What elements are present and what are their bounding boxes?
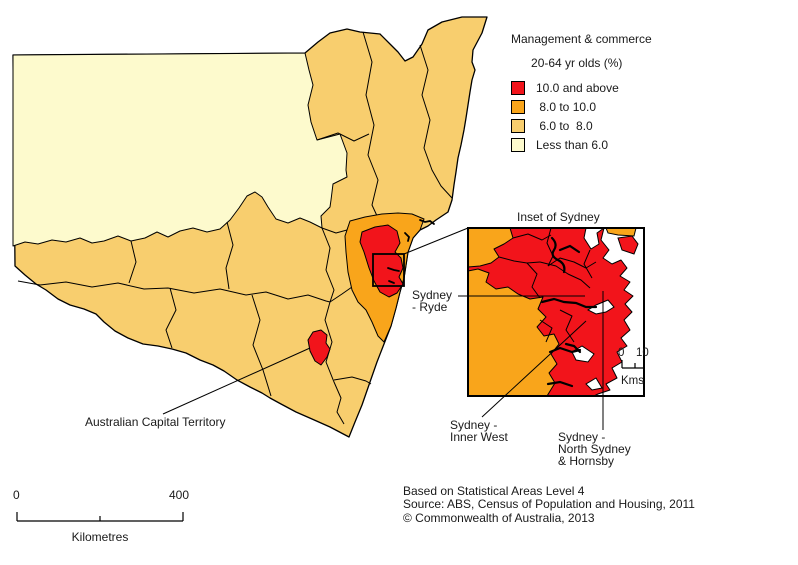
region-far-west-pale (12, 52, 348, 247)
inset-orange-northwest (468, 228, 514, 268)
legend-swatch-tan (511, 118, 525, 133)
legend-label-tan: 6.0 to 8.0 (536, 118, 593, 133)
legend: Management & commerce 20-64 yr olds (%) … (511, 33, 652, 154)
legend-row-orange: 8.0 to 10.0 (511, 97, 652, 116)
region-act-red (307, 329, 331, 366)
legend-label-red: 10.0 and above (536, 80, 619, 95)
inset-orange-northeast (605, 228, 637, 237)
inset-scale-unit: Kms (621, 375, 644, 387)
legend-rows: 10.0 and above 8.0 to 10.0 6.0 to 8.0 Le… (511, 78, 652, 154)
legend-title-line2: 20-64 yr olds (%) (531, 56, 623, 70)
inset-orange-southwest (468, 268, 560, 396)
attribution-line3: © Commonwealth of Australia, 2013 (403, 510, 595, 525)
scale-start: 0 (13, 488, 20, 502)
inset-red-northeast (617, 235, 639, 255)
legend-row-pale: Less than 6.0 (511, 135, 652, 154)
scale-unit: Kilometres (71, 530, 129, 544)
inset-scale-end: 10 (636, 347, 649, 359)
label-sydney-north-sydney-hornsby: Sydney - North Sydney & Hornsby (558, 430, 631, 468)
sa4-internal-borders (17, 31, 453, 425)
inset-title: Inset of Sydney (517, 210, 600, 224)
attribution: Based on Statistical Areas Level 4 Source… (403, 484, 695, 525)
legend-swatch-red (511, 80, 525, 95)
inset-frame (467, 227, 645, 397)
legend-label-pale: Less than 6.0 (536, 137, 609, 152)
legend-title: Management & commerce 20-64 yr olds (%) (511, 33, 652, 69)
legend-swatch-orange (511, 99, 525, 114)
inset-scale-bar (621, 360, 644, 369)
main-scale-bar (16, 512, 184, 522)
inset-indicator-rect (372, 253, 405, 287)
coastal-water-marks (387, 219, 435, 284)
leader-inner-west (481, 320, 587, 418)
inset-scale-start: 0 (618, 347, 625, 359)
leader-lines (162, 291, 604, 430)
leader-act (162, 347, 311, 415)
inset-connector-line (403, 227, 469, 255)
scale-end: 400 (169, 488, 190, 502)
legend-title-line1: Management & commerce (511, 32, 652, 46)
label-sydney-inner-west: Sydney - Inner West (450, 418, 508, 444)
label-sydney-ryde: Sydney - Ryde (412, 288, 453, 314)
label-act: Australian Capital Territory (85, 415, 226, 429)
legend-row-tan: 6.0 to 8.0 (511, 116, 652, 135)
inset-map (468, 228, 644, 396)
attribution-line1: Based on Statistical Areas Level 4 (403, 484, 585, 498)
legend-label-orange: 8.0 to 10.0 (536, 99, 597, 114)
attribution-line2: Source: ABS, Census of Population and Ho… (403, 497, 695, 512)
legend-row-red: 10.0 and above (511, 78, 652, 97)
region-sydney-red (359, 224, 404, 298)
legend-swatch-pale (511, 137, 525, 152)
